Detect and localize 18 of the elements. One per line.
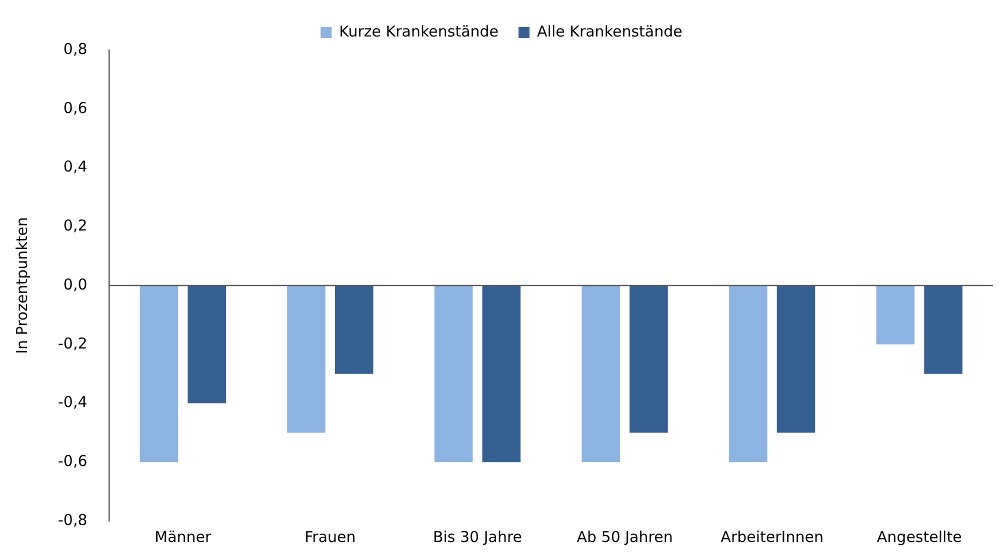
y-axis-title: In Prozentpunkten — [12, 217, 31, 354]
y-tick-label: -0,2 — [58, 334, 88, 352]
x-tick-label: Männer — [154, 528, 212, 546]
y-tick-label: 0,8 — [63, 40, 88, 58]
y-tick-label: -0,8 — [58, 510, 88, 529]
x-tick-label: ArbeiterInnen — [720, 528, 824, 546]
legend-label: Alle Krankenstände — [537, 22, 682, 40]
legend-label: Kurze Krankenstände — [339, 22, 499, 40]
y-tick-label: -0,4 — [58, 393, 88, 412]
y-tick-label: 0,6 — [63, 98, 88, 117]
y-tick-label: 0,0 — [63, 275, 88, 294]
x-tick-label: Angestellte — [876, 528, 962, 546]
x-tick-label: Ab 50 Jahren — [576, 528, 673, 546]
x-tick-label: Frauen — [304, 528, 356, 546]
x-tick-label: Bis 30 Jahre — [432, 528, 522, 546]
y-tick-label: 0,4 — [63, 158, 88, 176]
y-tick-label: -0,6 — [58, 452, 88, 470]
y-tick-label: 0,2 — [63, 216, 88, 235]
